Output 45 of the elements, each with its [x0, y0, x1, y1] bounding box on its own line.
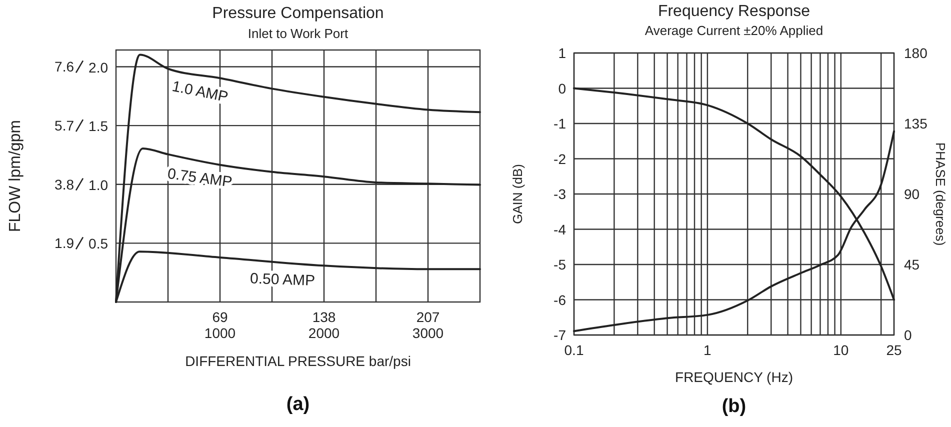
y-tick-label: 1 [558, 45, 566, 61]
y-tick-label: -3 [554, 186, 566, 202]
x-axis-title: DIFFERENTIAL PRESSURE bar/psi [185, 353, 411, 369]
y-tick-label: -2 [554, 150, 566, 167]
y-tick-label: -1 [554, 116, 566, 132]
text: 0.75 AMP [166, 165, 234, 191]
y-tick-label: 0 [558, 80, 566, 96]
x2-tick-label: 207 [416, 309, 440, 325]
text: (a) [286, 394, 310, 415]
y2-tick-label: 2.0 [88, 60, 108, 76]
y2-tick-label: 0.5 [88, 235, 108, 252]
x-tick-label: 1 [704, 342, 712, 358]
x-tick-label: 2000 [308, 325, 340, 341]
y2-tick-label: 180 [904, 45, 928, 61]
y-axis-title: FLOW lpm/gpm [7, 120, 24, 232]
text: 1.0 AMP [170, 78, 230, 106]
x-axis-title: FREQUENCY (Hz) [675, 369, 793, 385]
y-tick-label: 5.7 [54, 118, 74, 134]
y-tick-label: -7 [554, 327, 566, 343]
x-tick-label: 10 [833, 342, 849, 358]
chart-title: Frequency Response [658, 3, 810, 20]
y2-tick-label: 1.0 [88, 176, 108, 193]
y-tick-label: -6 [554, 292, 566, 308]
x-tick-label: 0.1 [564, 342, 584, 358]
x2-tick-label: 69 [212, 309, 228, 325]
y2-tick-label: 1.5 [88, 118, 108, 134]
chart-title: Pressure Compensation [212, 5, 384, 22]
y-tick-label: -4 [554, 221, 566, 238]
chart-subtitle: Average Current ±20% Applied [644, 23, 824, 38]
y2-tick-label: 45 [904, 256, 920, 272]
x-tick-label: 3000 [412, 325, 444, 341]
y-tick-label: 1.9 [54, 235, 74, 252]
y-tick-label: 3.8 [54, 176, 74, 192]
y2-tick-label: 0 [904, 327, 912, 343]
y-axis-title: GAIN (dB) [510, 164, 525, 224]
y-tick-label: 7.6 [54, 58, 74, 75]
x2-tick-label: 138 [312, 309, 336, 325]
x-tick-label: 1000 [204, 325, 236, 341]
y-tick-label: -5 [554, 256, 566, 272]
y2-axis-title: PHASE (degrees) [933, 142, 948, 246]
x-tick-label: 25 [886, 342, 902, 358]
chart-subtitle: Inlet to Work Port [248, 26, 348, 41]
y2-tick-label: 90 [904, 186, 920, 202]
y2-tick-label: 135 [904, 116, 928, 132]
text: (b) [722, 396, 746, 417]
